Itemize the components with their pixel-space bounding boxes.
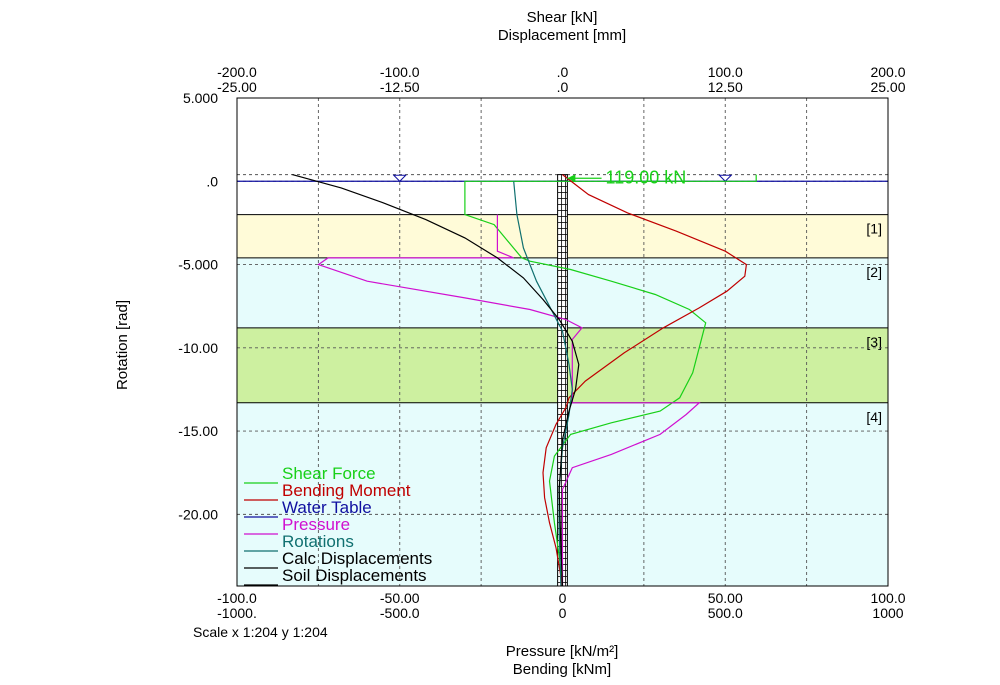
top-tick-displacement: .0 [557,79,569,95]
y-tick-label: 5.000 [183,90,218,106]
bottom-axis-title-bending: Bending [kNm] [513,661,611,678]
bottom-tick-bending: 0 [559,605,567,621]
legend-label: Shear Force [282,464,376,483]
top-axis-title-displacement: Displacement [mm] [498,27,626,44]
top-tick-shear: .0 [557,64,569,80]
y-axis-title: Rotation [rad] [114,300,131,390]
series-group [292,174,757,587]
top-tick-displacement: 25.00 [870,79,905,95]
bottom-axis-title-pressure: Pressure [kN/m²] [506,643,619,660]
series-calc-displacements [292,174,580,587]
series-bending-moment [542,174,748,587]
y-tick-label: -5.000 [178,257,218,273]
plot-border [236,97,889,587]
y-tick-label: -15.00 [178,423,218,439]
series-pressure [317,214,701,586]
top-tick-displacement: -12.50 [380,79,420,95]
top-tick-displacement: 12.50 [708,79,743,95]
bottom-tick-bending: -500.0 [380,605,420,621]
top-tick-shear: -100.0 [380,64,420,80]
bottom-tick-bending: -1000. [217,605,257,621]
bottom-tick-pressure: 100.0 [870,590,905,606]
annotation-arrowhead-icon [567,174,576,183]
shear-annotation: 119.00 kN [567,167,686,187]
bottom-tick-pressure: -100.0 [217,590,257,606]
layer-label-3: [3] [866,334,882,350]
legend-label: Pressure [282,515,350,534]
bottom-tick-pressure: 50.00 [708,590,743,606]
y-tick-label: -20.00 [178,506,218,522]
bottom-tick-bending: 500.0 [708,605,743,621]
tick-labels: -200.0 -100.0 .0 100.0 200.0 -25.00 -12.50 .0 12… [178,64,905,621]
bottom-tick-pressure: -50.00 [380,590,420,606]
top-tick-shear: -200.0 [217,64,257,80]
layer-label-4: [4] [866,409,882,425]
layer-label-2: [2] [866,264,882,280]
bottom-tick-bending: 1000 [872,605,903,621]
top-tick-displacement: -25.00 [217,79,257,95]
top-tick-shear: 200.0 [870,64,905,80]
water-table-marker-icon [718,174,733,182]
legend-label: Soil Displacements [282,566,427,585]
legend-label: Calc Displacements [282,549,432,568]
top-tick-shear: 100.0 [708,64,743,80]
top-axis-title-shear: Shear [kN] [527,9,598,26]
legend-label: Water Table [282,498,372,517]
y-tick-label: .0 [206,173,218,189]
bottom-tick-pressure: 0 [559,590,567,606]
sheet-pile-wall [557,174,568,587]
legend-label: Rotations [282,532,354,551]
y-tick-label: -10.00 [178,340,218,356]
legend-label: Bending Moment [282,481,411,500]
water-table-marker-icon [392,174,407,182]
layer-label-1: [1] [866,221,882,237]
series-shear-force [464,174,757,587]
annotation-label: 119.00 kN [606,167,687,187]
scale-text: Scale x 1:204 y 1:204 [193,624,328,640]
